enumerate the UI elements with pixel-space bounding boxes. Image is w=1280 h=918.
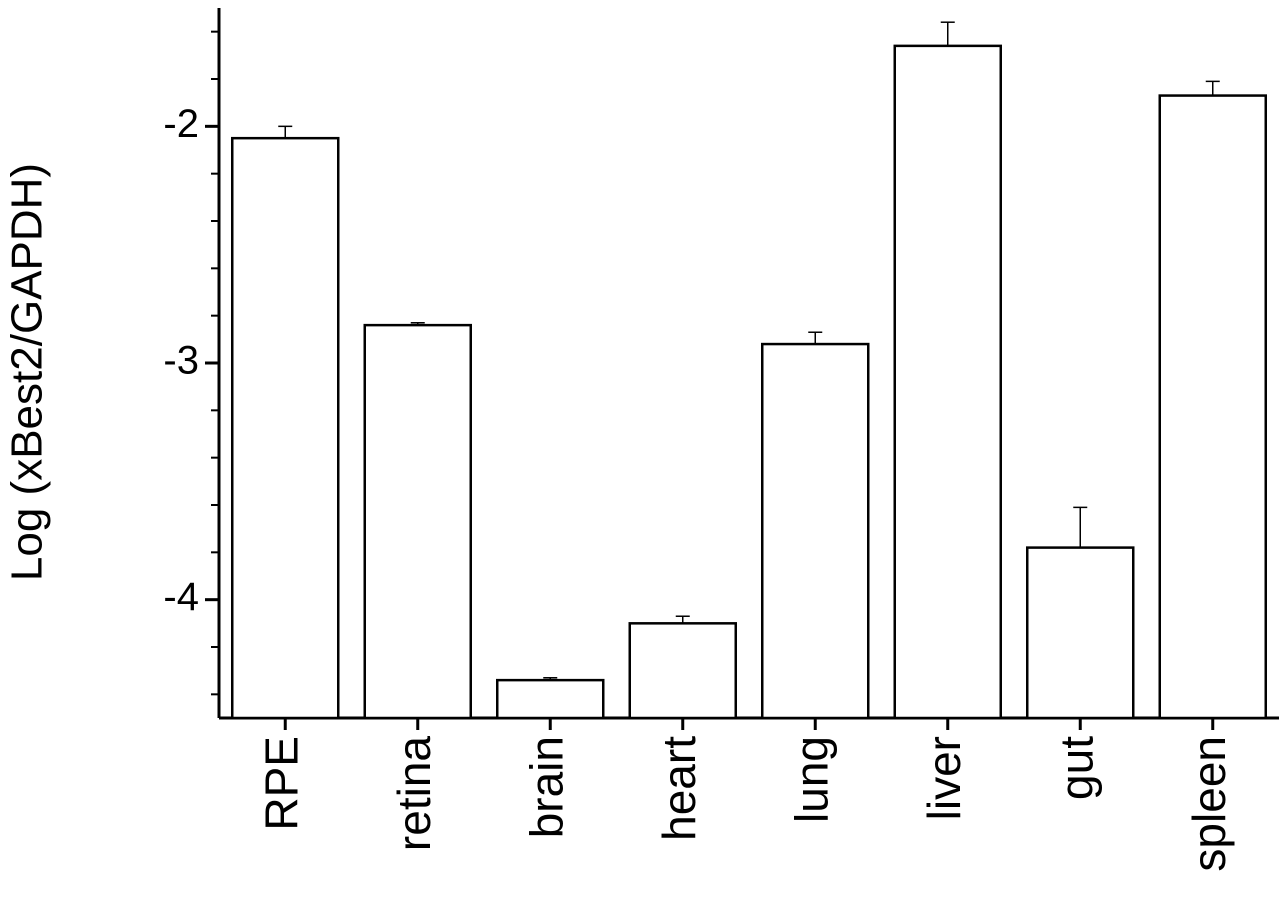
bar [231,136,340,720]
x-tick-label: gut [1050,736,1102,800]
y-tick-label: -2 [163,102,199,146]
x-tick-label: lung [785,736,837,823]
bar [893,44,1002,720]
y-tick-label: -4 [163,575,199,619]
x-tick-label: heart [653,736,705,841]
bar [496,678,605,720]
x-tick-label: retina [388,736,440,851]
bar [1158,94,1267,720]
bar [628,622,737,720]
bar [761,342,870,720]
bar [1026,546,1135,720]
y-tick-label: -3 [163,339,199,383]
x-tick-label: spleen [1183,736,1235,872]
x-tick-label: RPE [255,736,307,831]
y-axis-label: Log (xBest2/GAPDH) [3,163,52,581]
x-tick-label: brain [520,736,572,838]
x-tick-label: liver [918,736,970,820]
bar [363,323,472,720]
